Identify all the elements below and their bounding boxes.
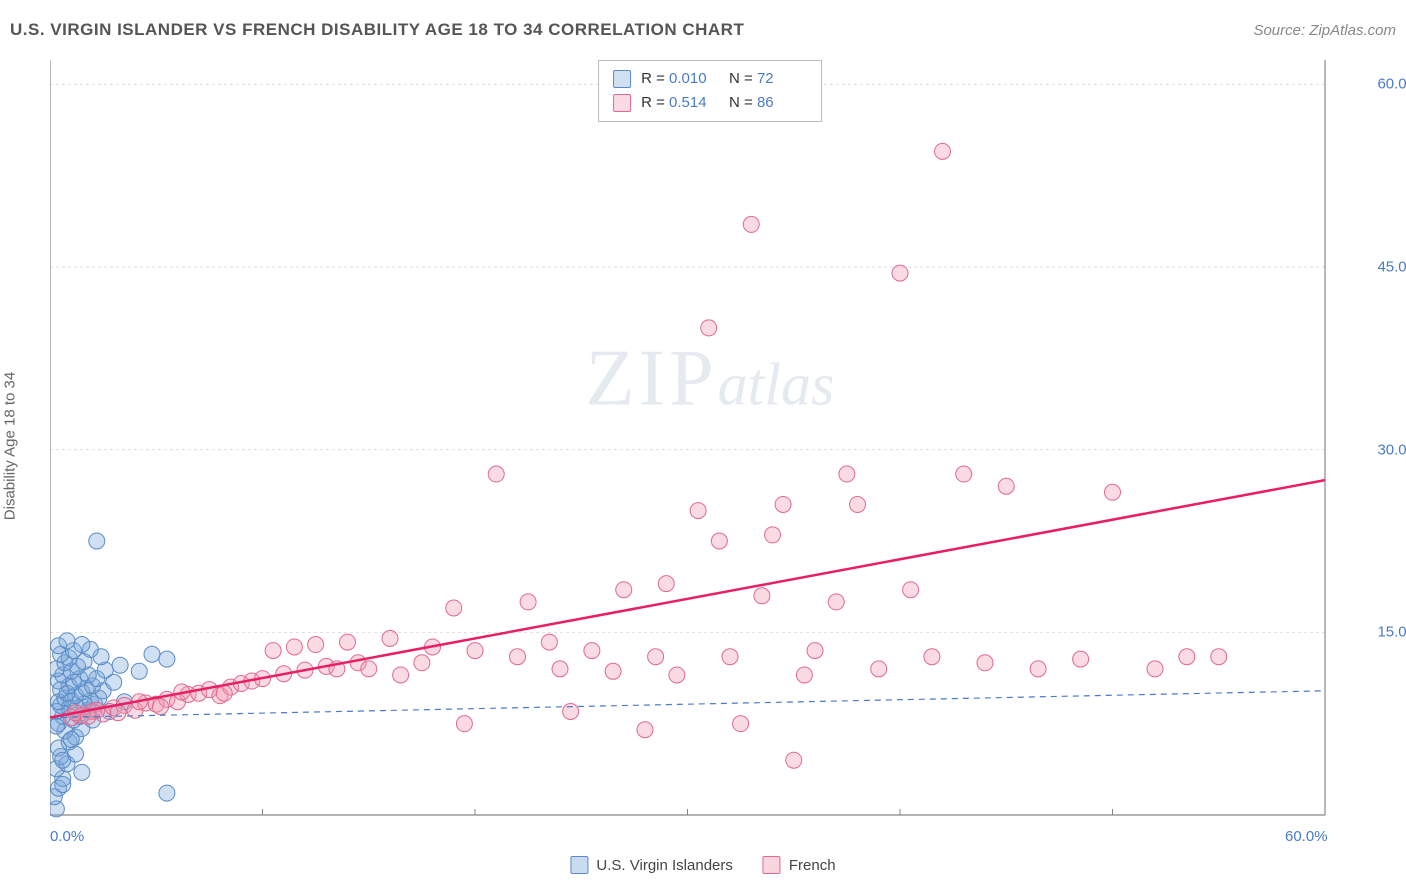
y-tick-label: 45.0%: [1360, 259, 1406, 276]
chart-title: U.S. VIRGIN ISLANDER VS FRENCH DISABILIT…: [10, 20, 744, 40]
y-tick-label: 60.0%: [1360, 76, 1406, 93]
scatter-chart-svg: [50, 60, 1370, 820]
series-legend: U.S. Virgin Islanders French: [570, 856, 835, 874]
legend-row-0: R = 0.010 N = 72: [613, 67, 807, 91]
legend-swatch-1: [613, 94, 631, 112]
chart-header: U.S. VIRGIN ISLANDER VS FRENCH DISABILIT…: [10, 20, 1396, 40]
legend-swatch-usvi: [570, 856, 588, 874]
legend-item-0: U.S. Virgin Islanders: [570, 856, 732, 874]
legend-swatch-0: [613, 70, 631, 88]
x-tick-label: 60.0%: [1285, 828, 1328, 845]
legend-swatch-french: [763, 856, 781, 874]
chart-area: ZIPatlas R = 0.010 N = 72 R = 0.514 N = …: [50, 60, 1370, 820]
y-axis-label: Disability Age 18 to 34: [2, 372, 19, 520]
y-tick-label: 30.0%: [1360, 441, 1406, 458]
legend-row-1: R = 0.514 N = 86: [613, 91, 807, 115]
correlation-legend: R = 0.010 N = 72 R = 0.514 N = 86: [598, 60, 822, 122]
legend-item-1: French: [763, 856, 836, 874]
y-tick-label: 15.0%: [1360, 624, 1406, 641]
chart-source: Source: ZipAtlas.com: [1253, 22, 1396, 39]
x-tick-label: 0.0%: [50, 828, 84, 845]
